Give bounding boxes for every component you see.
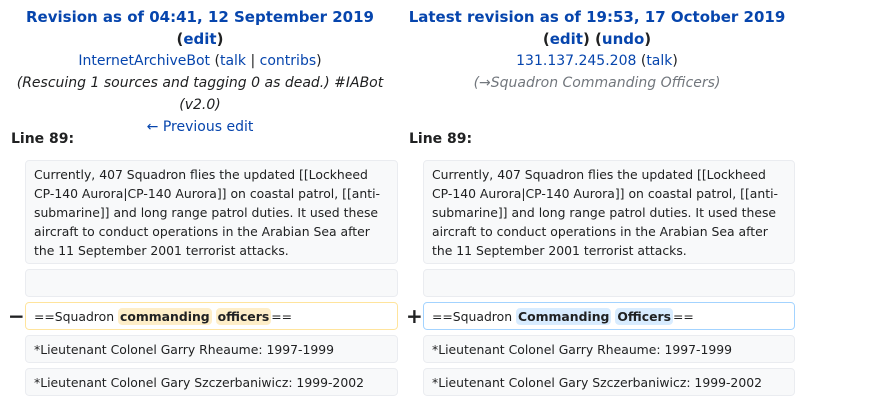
removed-prefix: ==Squadron [34, 309, 118, 324]
removed-marker: − [8, 304, 25, 328]
right-undo-link[interactable]: undo [601, 30, 645, 48]
right-user-link[interactable]: 131.137.245.208 [516, 53, 637, 69]
right-revision-title-link[interactable]: Latest revision as of 19:53, 17 October … [408, 8, 786, 26]
added-marker: + [406, 304, 423, 328]
left-summary-line1: (Rescuing 1 sources and tagging 0 as dea… [16, 75, 384, 91]
left-user-line: InternetArchiveBot (talk | contribs) [78, 53, 322, 69]
removed-word-1: commanding [118, 308, 212, 325]
left-context-row-2: *Lieutenant Colonel Gary Szczerbaniwicz:… [25, 368, 398, 396]
removed-suffix: == [271, 309, 292, 324]
removed-line: ==Squadron commanding officers == [25, 302, 398, 330]
left-contribs-link[interactable]: contribs [259, 53, 317, 69]
left-context-paragraph: Currently, 407 Squadron flies the update… [25, 160, 398, 264]
right-summary: (→Squadron Commanding Officers) [473, 75, 721, 91]
right-line-number: Line 89: [409, 131, 473, 147]
left-edit-link[interactable]: edit [183, 30, 217, 48]
added-suffix: == [672, 309, 694, 324]
right-revision-header: Latest revision as of 19:53, 17 October … [397, 6, 797, 94]
added-prefix: ==Squadron [432, 309, 516, 324]
right-context-paragraph: Currently, 407 Squadron flies the update… [423, 160, 795, 264]
left-context-row-1: *Lieutenant Colonel Garry Rheaume: 1997-… [25, 335, 398, 363]
previous-edit-link[interactable]: ← Previous edit [146, 119, 254, 135]
left-line-number: Line 89: [11, 131, 75, 147]
right-revision-title: Latest revision as of 19:53, 17 October … [397, 6, 797, 28]
right-context-row-1: *Lieutenant Colonel Garry Rheaume: 1997-… [423, 335, 795, 363]
right-actions-line: (edit) (undo) [542, 30, 652, 48]
left-summary-line2: (v2.0) [179, 97, 221, 113]
left-user-link[interactable]: InternetArchiveBot [78, 53, 211, 69]
left-talk-link[interactable]: talk [219, 53, 247, 69]
right-talk-link[interactable]: talk [646, 53, 673, 69]
left-revision-title: Revision as of 04:41, 12 September 2019 … [26, 8, 374, 48]
right-user-line: 131.137.245.208 (talk) [516, 53, 678, 69]
removed-word-2: officers [215, 308, 272, 325]
right-empty-context [423, 269, 795, 297]
added-line: ==Squadron Commanding Officers == [423, 302, 795, 330]
left-revision-title-link[interactable]: Revision as of 04:41, 12 September 2019 [26, 8, 374, 26]
added-word-1: Commanding [516, 308, 612, 325]
left-separator: | [250, 53, 256, 69]
right-context-row-2: *Lieutenant Colonel Gary Szczerbaniwicz:… [423, 368, 795, 396]
left-revision-header: Revision as of 04:41, 12 September 2019 … [0, 6, 400, 138]
right-edit-link[interactable]: edit [549, 30, 583, 48]
left-empty-context [25, 269, 398, 297]
added-word-2: Officers [615, 308, 673, 325]
